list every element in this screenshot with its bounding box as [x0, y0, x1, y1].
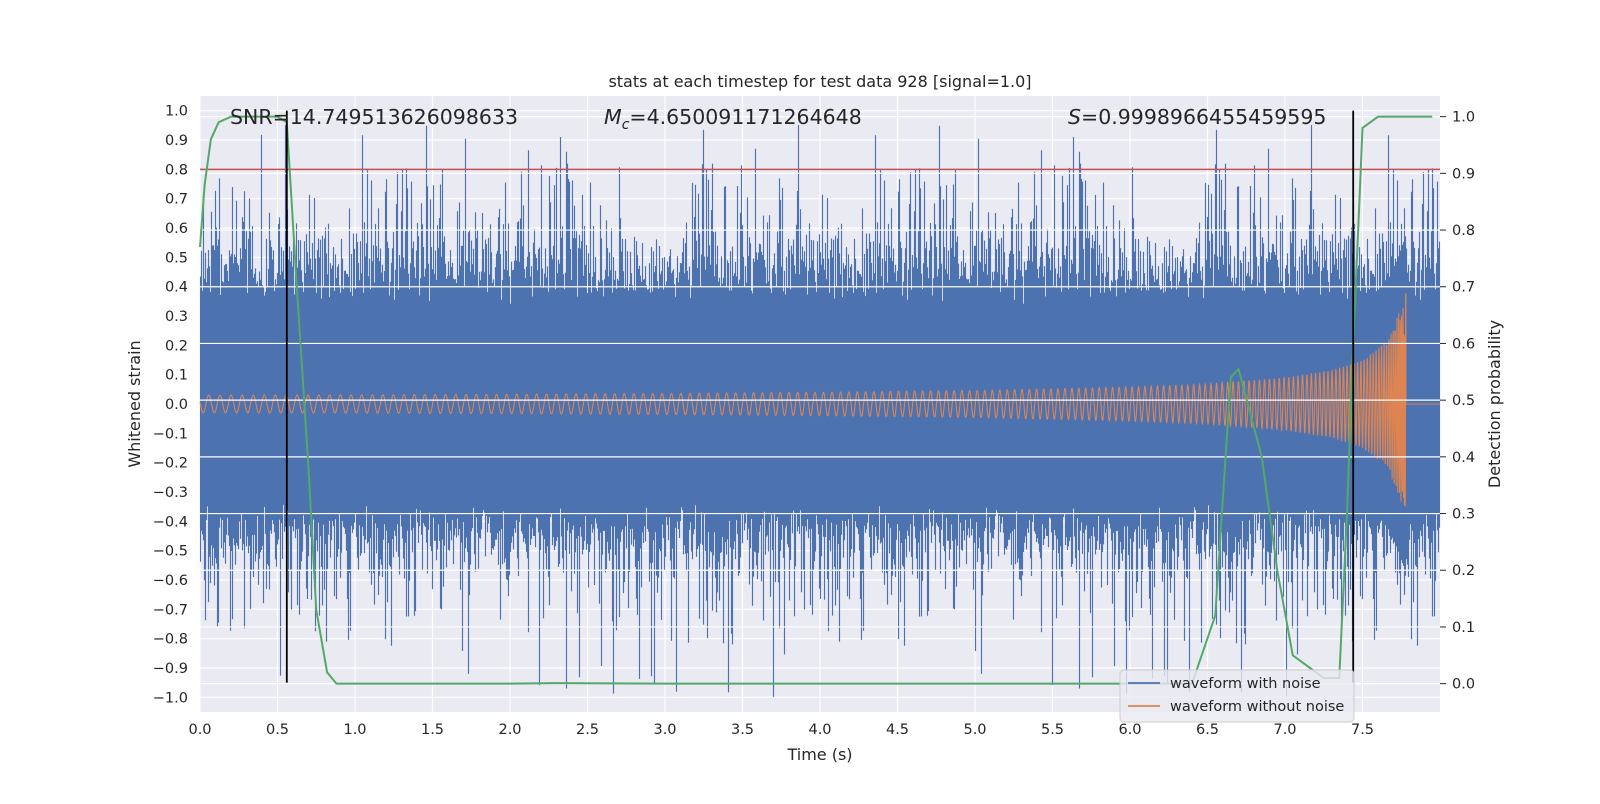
x-tick-label: 4.0	[808, 722, 831, 738]
y-tick-label: 0.0	[165, 397, 188, 413]
chirp-mass-subscript: c	[622, 117, 630, 133]
chirp-mass-symbol: M	[604, 105, 622, 129]
x-tick-label: 7.5	[1351, 722, 1374, 738]
y2-tick-label: 0.1	[1452, 620, 1475, 636]
detection-stat-symbol: S	[1068, 105, 1081, 129]
y-tick-label: −0.6	[153, 573, 188, 589]
x-tick-label: 3.5	[731, 722, 754, 738]
y-tick-label: 1.0	[165, 104, 188, 120]
y-tick-label: 0.1	[165, 368, 188, 384]
y2-tick-label: 0.8	[1452, 223, 1475, 239]
clean-waveform-path	[199, 293, 1440, 507]
y2-tick-label: 0.6	[1452, 336, 1475, 352]
legend-label-noise: waveform with noise	[1170, 676, 1321, 692]
y2-axis-label: Detection probability	[1485, 320, 1504, 488]
chirp-mass-annotation: Mc=4.650091171264648	[604, 105, 862, 133]
x-tick-label: 0.5	[266, 722, 289, 738]
chart-title: stats at each timestep for test data 928…	[608, 72, 1031, 91]
y-tick-label: 0.9	[165, 133, 188, 149]
chirp-mass-value: =4.650091171264648	[629, 105, 861, 129]
vertical-markers	[285, 110, 1355, 683]
y-tick-label: −0.8	[153, 632, 188, 648]
y-tick-label: −0.1	[153, 426, 188, 442]
y2-tick-label: 0.7	[1452, 280, 1475, 296]
series-waveform-without-noise	[199, 293, 1440, 507]
y-tick-label: −0.4	[153, 514, 188, 530]
y-tick-label: −1.0	[153, 690, 188, 706]
y2-tick-label: 0.0	[1452, 677, 1475, 693]
y-tick-label: −0.7	[153, 602, 188, 618]
x-tick-label: 1.0	[343, 722, 366, 738]
x-tick-label: 1.5	[421, 722, 444, 738]
x-tick-label: 7.0	[1273, 722, 1296, 738]
y-tick-label: 0.3	[165, 309, 188, 325]
legend-label-clean: waveform without noise	[1170, 699, 1344, 715]
y-tick-label: −0.3	[153, 485, 188, 501]
x-tick-label: 0.0	[188, 722, 211, 738]
y2-tick-label: 1.0	[1452, 110, 1475, 126]
x-axis-label: Time (s)	[786, 745, 852, 764]
y-tick-label: −0.5	[153, 544, 188, 560]
right-grid-layer	[200, 116, 1440, 685]
tick-layer: 0.0 0.5 1.0 1.5 2.0 2.5 3.0 3.5 4.0 4.5 5.0 5.5 6.0 6…	[153, 104, 1475, 738]
y2-tick-label: 0.9	[1452, 166, 1475, 182]
snr-annotation: SNR=14.749513626098633	[230, 105, 518, 129]
x-tick-label: 4.5	[886, 722, 909, 738]
probability-curve	[199, 115, 1433, 685]
y-tick-label: 0.4	[165, 280, 188, 296]
y2-tick-label: 0.5	[1452, 393, 1475, 409]
legend-box	[1119, 669, 1355, 723]
x-tick-label: 6.5	[1196, 722, 1219, 738]
legend: waveform with noise waveform without noi…	[1119, 669, 1355, 723]
x-tick-label: 6.0	[1118, 722, 1141, 738]
detection-stat-value: =0.9998966455459595	[1081, 105, 1326, 129]
y-axis-label: Whitened strain	[125, 340, 144, 467]
y2-tick-label: 0.3	[1452, 507, 1475, 523]
y-tick-label: 0.5	[165, 250, 188, 266]
y-tick-label: 0.8	[165, 162, 188, 178]
y-tick-label: 0.2	[165, 338, 188, 354]
x-tick-label: 5.0	[963, 722, 986, 738]
x-tick-label: 3.0	[653, 722, 676, 738]
x-tick-label: 2.5	[576, 722, 599, 738]
y-tick-label: −0.9	[153, 661, 188, 677]
y-tick-label: 0.6	[165, 221, 188, 237]
x-tick-label: 2.0	[498, 722, 521, 738]
y2-tick-label: 0.4	[1452, 450, 1475, 466]
y-tick-label: 0.7	[165, 192, 188, 208]
series-detection-probability	[199, 115, 1433, 685]
y-tick-label: −0.2	[153, 456, 188, 472]
y2-tick-label: 0.2	[1452, 563, 1475, 579]
detection-stat-annotation: S=0.9998966455459595	[1068, 105, 1326, 129]
x-tick-label: 5.5	[1041, 722, 1064, 738]
